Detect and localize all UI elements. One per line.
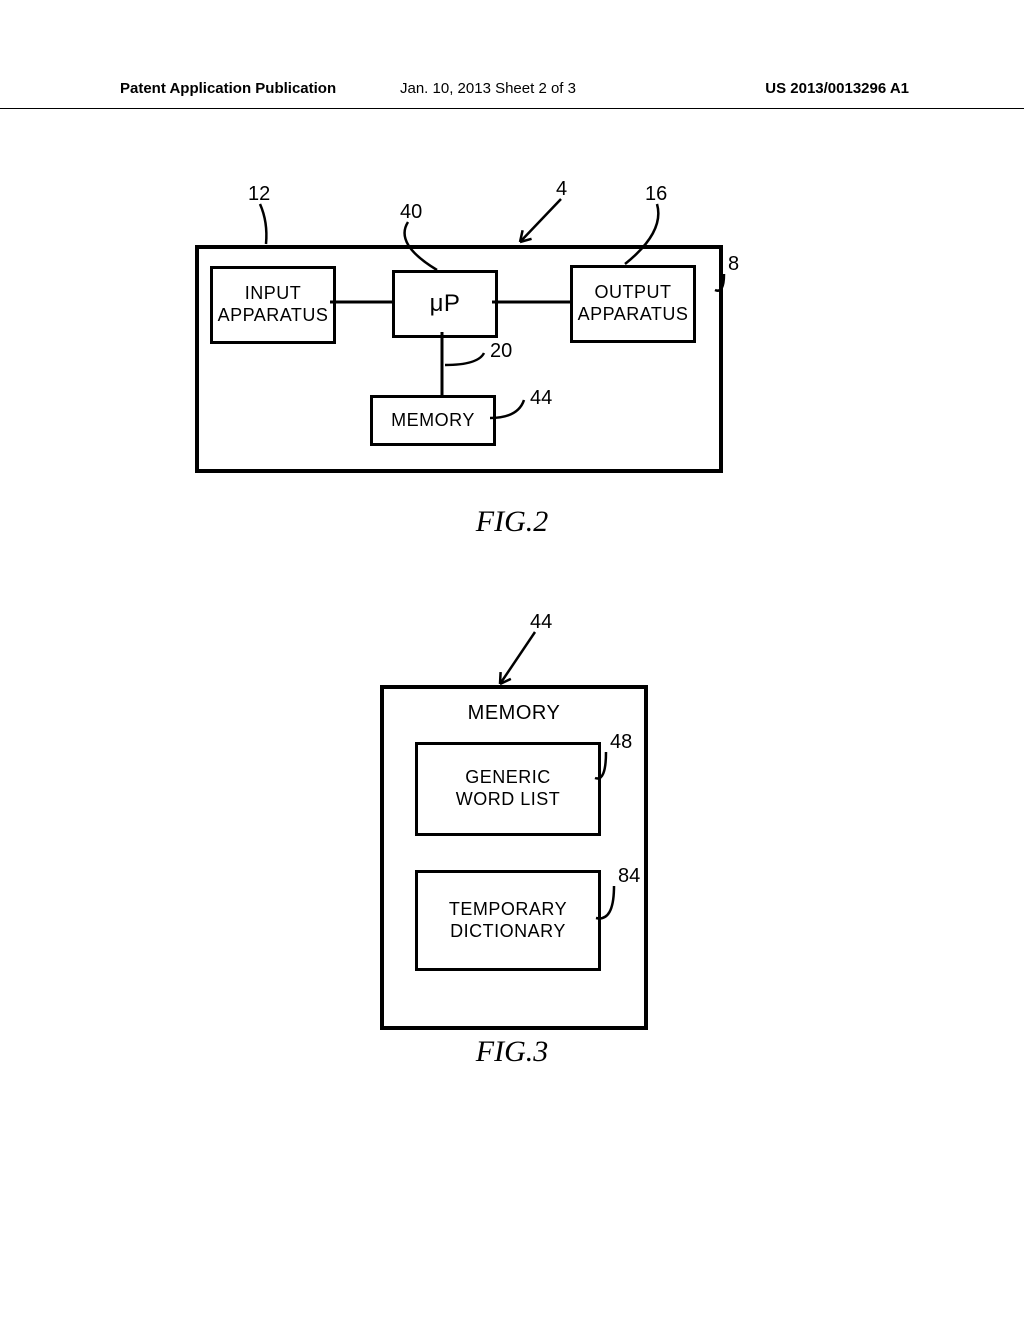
svg-text:44: 44 <box>530 611 552 633</box>
fig2-caption: FIG.2 <box>0 505 1024 539</box>
svg-text:44: 44 <box>530 387 552 409</box>
svg-text:40: 40 <box>400 201 422 223</box>
svg-text:84: 84 <box>618 865 640 887</box>
fig3-caption: FIG.3 <box>0 1035 1024 1069</box>
svg-text:20: 20 <box>490 340 512 362</box>
svg-text:12: 12 <box>248 183 270 205</box>
svg-text:48: 48 <box>610 731 632 753</box>
svg-text:8: 8 <box>728 253 739 275</box>
svg-text:4: 4 <box>556 178 567 200</box>
svg-text:16: 16 <box>645 183 667 205</box>
